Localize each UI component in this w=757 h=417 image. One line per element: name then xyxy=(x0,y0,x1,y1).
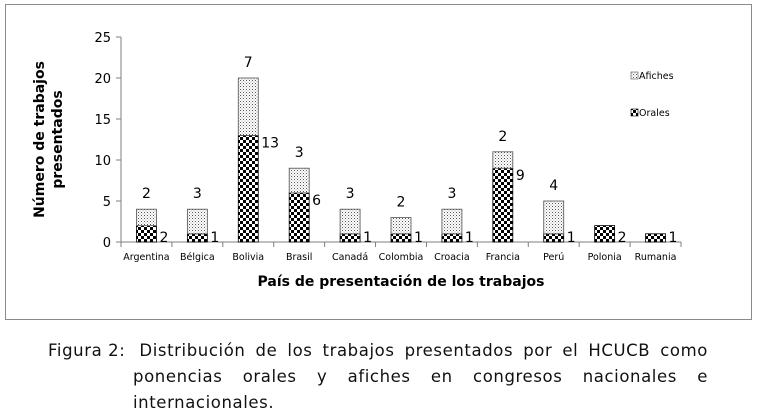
data-label-orales: 1 xyxy=(363,230,372,246)
caption-line-2: ponencias orales y afiches en congresos … xyxy=(133,367,708,386)
data-label-afiches: 3 xyxy=(193,186,202,202)
data-label-afiches: 2 xyxy=(142,186,151,202)
x-tick-label: Bélgica xyxy=(180,252,215,263)
caption-line-3: internacionales. xyxy=(133,393,275,412)
bar-orales xyxy=(288,192,310,243)
y-axis-title-line-1: Número de trabajos xyxy=(32,61,48,218)
data-label-afiches: 3 xyxy=(447,186,456,202)
y-tick-label: 10 xyxy=(94,154,111,169)
x-tick-label: Perú xyxy=(543,252,564,263)
bar-afiches xyxy=(441,208,463,235)
data-label-orales: 1 xyxy=(567,230,576,246)
y-axis-title: Número de trabajos presentados xyxy=(32,61,66,218)
legend-label-afiches: Afiches xyxy=(639,71,674,82)
bar-orales xyxy=(441,233,463,243)
caption-line-1: Distribución de los trabajos presentados… xyxy=(139,341,708,360)
bar-afiches xyxy=(136,208,157,226)
data-label-afiches: 2 xyxy=(397,194,406,210)
x-axis-title: País de presentación de los trabajos xyxy=(258,274,545,290)
data-label-orales: 1 xyxy=(210,230,219,246)
x-tick-label: Brasil xyxy=(286,252,312,263)
chart-frame: 0 5 10 15 20 25 Argentina Bélgica Bolivia Brasil C… xyxy=(5,4,752,320)
x-tick-label: Canadá xyxy=(332,252,368,263)
bar-orales xyxy=(645,233,666,243)
bar-orales xyxy=(594,225,616,243)
data-label-afiches: 4 xyxy=(549,178,558,194)
x-tick-label: Francia xyxy=(486,252,520,263)
bar-afiches xyxy=(237,77,259,136)
y-tick-label: 0 xyxy=(103,236,111,251)
bar-afiches xyxy=(288,167,310,194)
bar-afiches xyxy=(390,216,412,235)
bar-afiches xyxy=(339,208,361,235)
bar-chart: 0 5 10 15 20 25 Argentina Bélgica Bolivia Brasil C… xyxy=(32,31,682,290)
bar-orales xyxy=(186,233,208,243)
x-tick-label: Colombia xyxy=(379,252,424,263)
bar-afiches xyxy=(543,200,565,235)
data-label-afiches: 3 xyxy=(295,145,304,161)
data-label-afiches: 3 xyxy=(346,186,355,202)
bar-orales xyxy=(492,167,514,243)
legend-swatch-orales xyxy=(630,108,639,117)
legend-swatch-afiches xyxy=(630,71,639,80)
y-axis-title-line-2: presentados xyxy=(50,90,66,188)
data-label-orales: 6 xyxy=(312,193,321,209)
x-tick-label: Croacia xyxy=(434,252,470,263)
data-label-orales: 1 xyxy=(414,230,423,246)
data-label-orales: 1 xyxy=(669,230,678,246)
x-tick-label: Rumania xyxy=(635,252,677,263)
bar-orales xyxy=(237,134,259,243)
data-label-orales: 2 xyxy=(159,230,168,246)
data-label-orales: 2 xyxy=(618,230,627,246)
legend: Afiches Orales xyxy=(630,71,674,119)
caption-label: Figura 2: xyxy=(48,341,126,360)
x-tick-label: Argentina xyxy=(123,252,169,263)
data-label-afiches: 2 xyxy=(498,129,507,145)
bar-afiches xyxy=(186,208,208,235)
data-label-orales: 1 xyxy=(465,230,474,246)
x-tick-label: Polonia xyxy=(588,252,622,263)
data-label-orales: 13 xyxy=(261,135,279,151)
y-tick-label: 15 xyxy=(94,113,111,128)
data-label-orales: 9 xyxy=(516,168,525,184)
figure-caption: Figura 2: Distribución de los trabajos p… xyxy=(48,338,708,416)
bar-orales xyxy=(543,233,565,243)
axes: 0 5 10 15 20 25 Argentina Bélgica Bolivia Brasil C… xyxy=(32,31,682,290)
y-tick-label: 5 xyxy=(103,195,111,210)
y-tick-label: 20 xyxy=(94,72,111,87)
bar-orales xyxy=(136,225,157,243)
y-tick-label: 25 xyxy=(94,31,111,46)
bars xyxy=(136,77,666,243)
x-tick-label: Bolivia xyxy=(232,252,264,263)
legend-label-orales: Orales xyxy=(639,108,670,119)
bar-orales xyxy=(339,233,361,243)
data-label-afiches: 7 xyxy=(244,55,253,71)
bar-afiches xyxy=(492,151,514,169)
bar-orales xyxy=(390,233,412,243)
